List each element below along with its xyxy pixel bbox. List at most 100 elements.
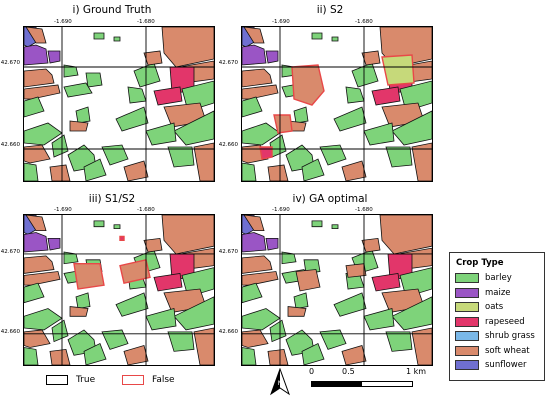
field-parcel (93, 220, 105, 228)
field-parcel (25, 215, 47, 231)
field-parcel (242, 44, 267, 66)
field-parcel (267, 164, 289, 181)
field-parcel (113, 224, 121, 230)
field-parcel (123, 345, 149, 365)
field-parcel (273, 114, 293, 134)
scale-segment-white (361, 381, 413, 387)
true-label: True (76, 375, 96, 385)
x-tick: -1.680 (137, 207, 155, 213)
field-parcel (75, 292, 91, 309)
field-parcel (243, 215, 265, 231)
field-parcel (363, 122, 395, 146)
x-tick: -1.680 (355, 207, 373, 213)
field-parcel (399, 267, 432, 298)
field-parcel (25, 27, 47, 44)
field-parcel (193, 142, 214, 181)
field-parcel (167, 146, 195, 168)
legend-swatch (455, 287, 479, 298)
field-parcel (391, 296, 432, 331)
x-tick: -1.690 (272, 19, 290, 25)
legend-item: maize (455, 286, 544, 301)
field-parcel (242, 271, 279, 286)
field-parcel (69, 120, 89, 132)
field-parcel (242, 282, 263, 304)
field-parcel (242, 84, 279, 100)
field-parcel (333, 106, 367, 132)
field-parcel (301, 158, 325, 181)
x-tick: -1.680 (137, 19, 155, 25)
field-parcel (93, 32, 105, 40)
field-parcel (173, 110, 214, 146)
field-parcel (161, 215, 214, 255)
field-parcel (242, 96, 263, 118)
true-outline-swatch (46, 375, 68, 385)
field-parcel (75, 106, 91, 124)
field-parcel (24, 271, 61, 286)
field-parcel (311, 220, 323, 228)
svg-text:N: N (278, 380, 283, 387)
legend-item: soft wheat (455, 344, 544, 359)
field-parcel (311, 32, 323, 40)
legend-item: oats (455, 300, 544, 315)
field-parcel (361, 50, 381, 66)
field-parcel (391, 110, 432, 146)
field-parcel (371, 86, 401, 106)
field-parcel (291, 64, 325, 106)
field-parcel (63, 251, 79, 265)
panel-ground-truth: i) Ground Truth -1.690 -1.680 42.670 42.… (0, 0, 215, 185)
field-parcel (85, 72, 103, 88)
field-parcel (24, 68, 55, 88)
field-parcel (259, 146, 273, 160)
y-tick: 42.660 (0, 142, 20, 148)
legend-swatch (455, 360, 479, 371)
field-parcel (267, 348, 289, 365)
field-parcel (293, 292, 309, 309)
field-parcel (333, 292, 367, 317)
field-parcel (331, 224, 339, 230)
field-parcel (281, 251, 297, 265)
field-parcel (345, 263, 367, 278)
legend-label: rapeseed (485, 316, 525, 327)
x-tick: -1.690 (272, 207, 290, 213)
field-parcel (301, 343, 325, 365)
legend-swatch (455, 331, 479, 342)
field-parcel (293, 106, 309, 124)
field-parcel (49, 164, 71, 181)
y-tick: 42.660 (218, 142, 238, 148)
field-parcel (63, 64, 79, 78)
field-parcel (119, 235, 125, 242)
field-parcel (167, 331, 195, 352)
field-parcel (371, 272, 401, 292)
panel-ga-optimal: iv) GA optimal -1.690 -1.680 42.670 42.6… (218, 190, 433, 366)
map-s1s2[interactable] (23, 214, 215, 366)
y-tick: 42.670 (0, 60, 20, 66)
y-tick: 42.660 (218, 329, 238, 335)
field-parcel (113, 36, 121, 42)
legend-item: sunflower (455, 358, 544, 373)
field-parcel (24, 162, 39, 181)
field-parcel (24, 96, 45, 118)
panel-s2: ii) S2 -1.690 -1.680 42.670 42.660 (218, 0, 433, 185)
field-parcel (385, 331, 413, 352)
field-parcel (73, 263, 105, 290)
field-parcel (63, 82, 93, 98)
field-parcel (83, 343, 107, 365)
field-parcel (24, 329, 51, 348)
map-ground-truth[interactable] (23, 26, 215, 182)
field-parcel (24, 122, 63, 146)
field-parcel (24, 144, 51, 164)
x-tick: -1.680 (355, 19, 373, 25)
field-parcel (242, 329, 269, 348)
field-parcel (319, 329, 347, 350)
field-parcel (363, 308, 395, 331)
field-parcel (143, 237, 163, 253)
map-s2[interactable] (241, 26, 433, 182)
field-parcel (341, 160, 367, 181)
field-parcel (115, 292, 149, 317)
field-parcel (101, 329, 129, 350)
map-ga-optimal[interactable] (241, 214, 433, 366)
field-parcel (153, 272, 183, 292)
field-parcel (47, 237, 61, 251)
crop-type-legend: Crop Type barley maize oats rapeseed shr… (449, 252, 545, 381)
field-parcel (265, 237, 279, 251)
